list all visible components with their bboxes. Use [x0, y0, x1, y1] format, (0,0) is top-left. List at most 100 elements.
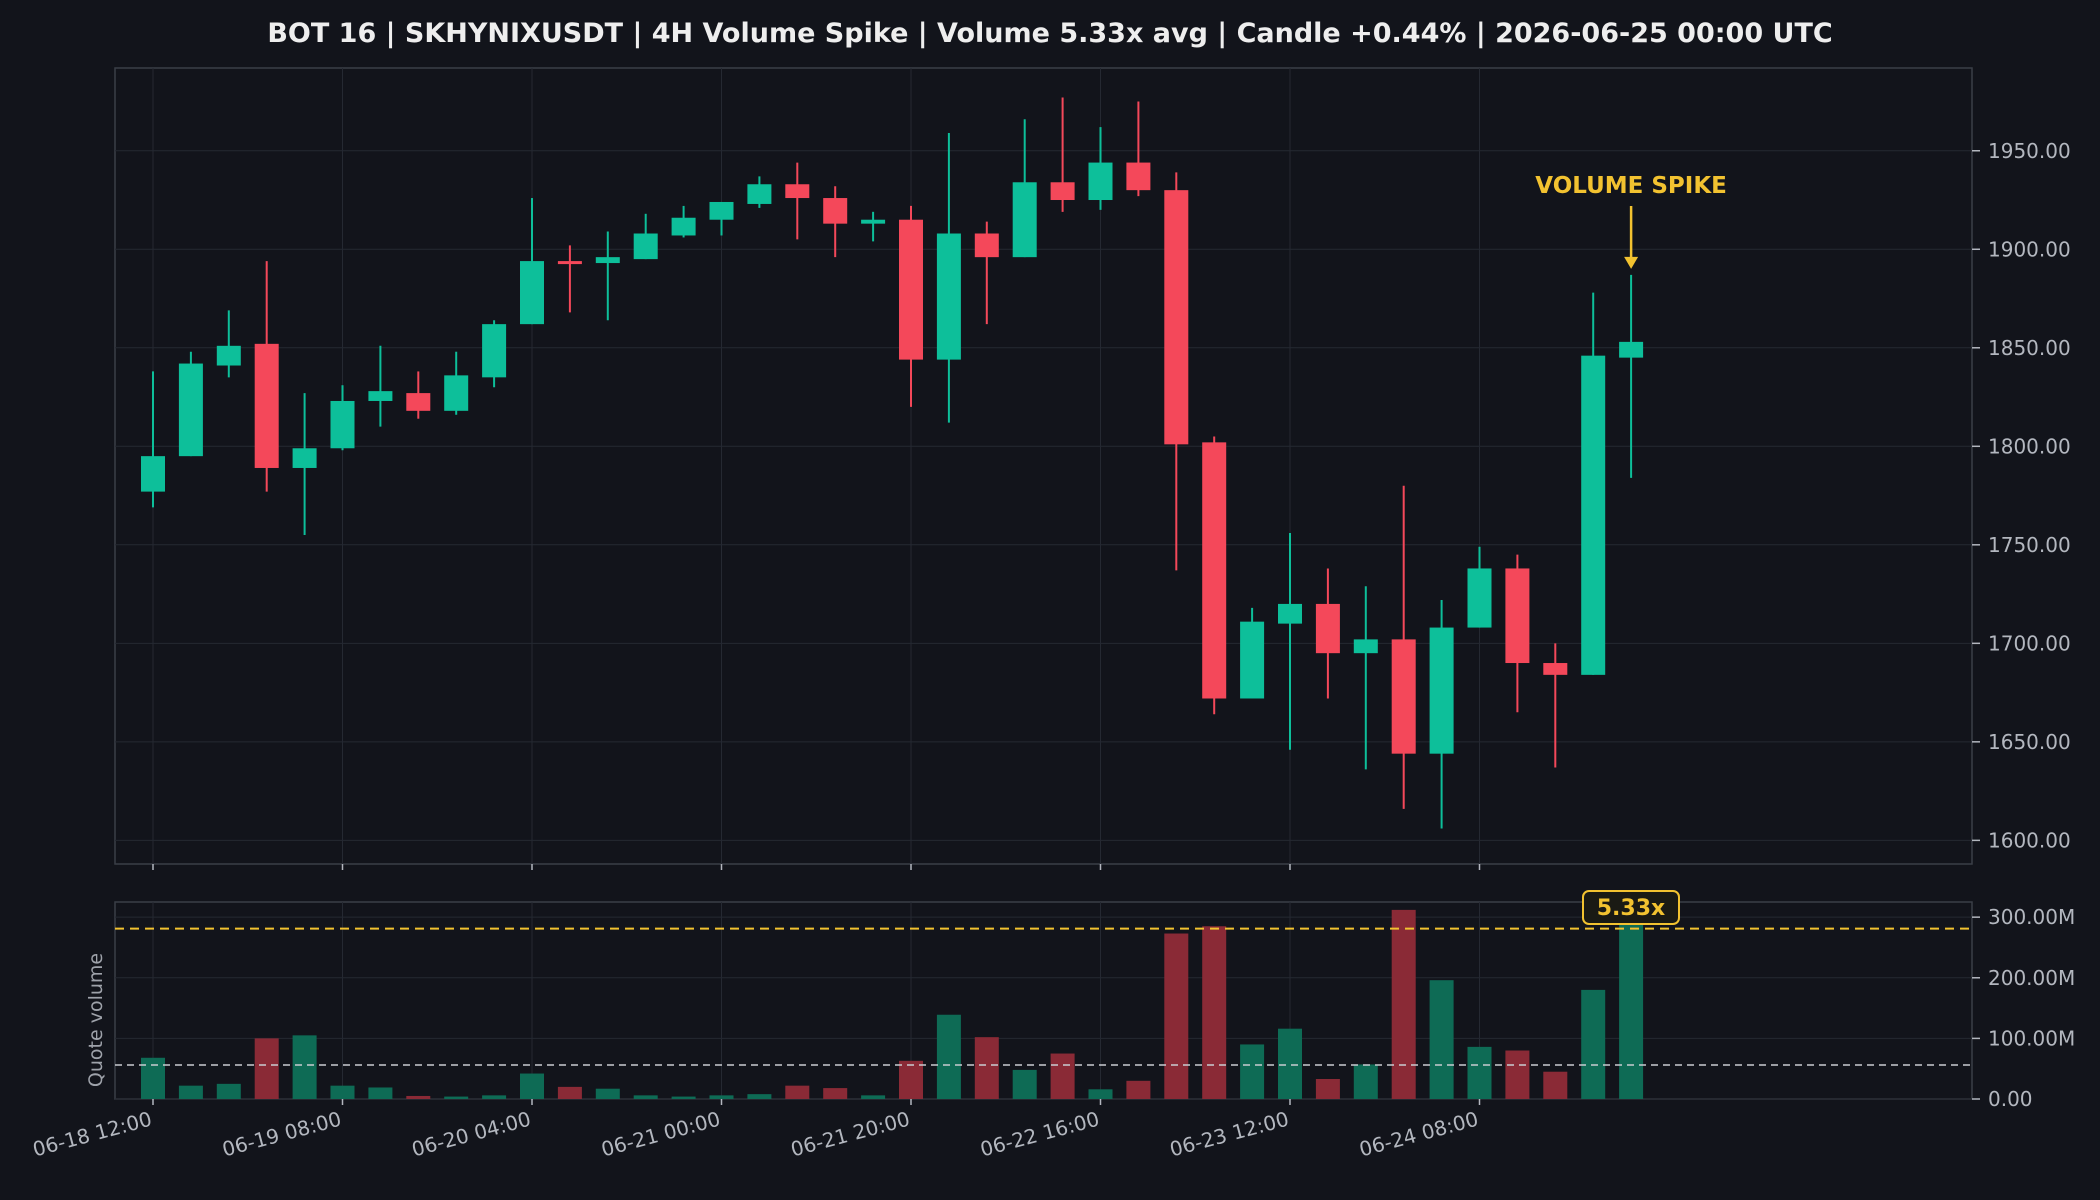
volume-panel: 0.00 100.00M 200.00M 300.00M 5.33x — [114, 890, 2075, 1111]
candle — [141, 371, 165, 508]
volume-bar — [936, 1014, 961, 1099]
candle-body — [1619, 341, 1644, 358]
candle-body — [557, 261, 582, 265]
candle — [633, 213, 658, 260]
candle — [444, 351, 469, 415]
volume-tick-label: 100.00M — [1988, 1026, 2075, 1050]
x-tick-label: 06-24 08:00 — [1357, 1107, 1481, 1162]
volume-ratio-badge: 5.33x — [1582, 890, 1680, 925]
x-tick-label: 06-21 00:00 — [599, 1107, 723, 1162]
candle — [823, 186, 848, 258]
volume-bar — [974, 1037, 999, 1099]
volume-bar — [1429, 980, 1454, 1099]
volume-spike-annotation: VOLUME SPIKE — [1535, 173, 1727, 269]
volume-bar — [444, 1096, 469, 1099]
candle-body — [1164, 190, 1189, 445]
candle — [1581, 292, 1606, 675]
badge-label: 5.33x — [1597, 896, 1665, 921]
candle — [671, 205, 696, 238]
candle — [936, 133, 961, 423]
candle — [1126, 101, 1151, 197]
candle — [557, 245, 582, 313]
candle-body — [671, 217, 696, 236]
volume-bar — [709, 1095, 734, 1099]
candle-body — [178, 363, 203, 457]
volume-bar — [292, 1035, 317, 1099]
candle-body — [823, 198, 848, 224]
candle — [292, 393, 317, 535]
candle-body — [595, 257, 620, 264]
volume-bar — [406, 1095, 431, 1099]
candle-body — [709, 201, 734, 220]
candle — [1278, 532, 1302, 750]
candle — [1505, 554, 1530, 713]
candle — [520, 198, 544, 325]
candle-body — [482, 324, 507, 378]
volume-bar — [823, 1088, 848, 1099]
candle — [899, 205, 923, 407]
candle-body — [1467, 568, 1492, 628]
candle — [1012, 119, 1037, 258]
candle-body — [936, 233, 961, 360]
candle-body — [1240, 621, 1265, 699]
volume-bar — [633, 1095, 658, 1099]
volume-bar — [861, 1095, 886, 1099]
candle — [785, 162, 810, 240]
candle-body — [1278, 603, 1302, 624]
volume-bar — [330, 1085, 355, 1099]
volume-bar — [1240, 1044, 1265, 1099]
volume-bar — [747, 1094, 772, 1099]
x-tick-label: 06-18 12:00 — [30, 1107, 154, 1162]
volume-bar — [1088, 1089, 1113, 1099]
price-tick-label: 1700.00 — [1988, 631, 2071, 655]
candle — [1619, 274, 1644, 478]
candle-body — [254, 343, 279, 468]
volume-bar — [1505, 1050, 1530, 1099]
candle — [1353, 586, 1378, 770]
volume-bar — [1543, 1071, 1568, 1099]
candle — [330, 385, 355, 451]
candle — [1240, 607, 1265, 699]
price-tick-label: 1900.00 — [1988, 237, 2071, 261]
volume-bar — [1050, 1053, 1075, 1099]
candle — [974, 221, 999, 325]
volume-bar — [899, 1060, 923, 1099]
volume-bar — [785, 1085, 810, 1099]
price-tick-label: 1750.00 — [1988, 533, 2071, 557]
volume-bar — [1581, 989, 1606, 1099]
candle-body — [368, 391, 393, 401]
candle-body — [330, 400, 355, 449]
volume-tick-label: 300.00M — [1988, 905, 2075, 929]
candle-body — [899, 219, 923, 360]
volume-tick-label: 0.00 — [1988, 1087, 2033, 1111]
candle — [1164, 172, 1189, 571]
volume-bar — [1278, 1028, 1302, 1099]
candle — [747, 176, 772, 208]
annotation-arrow-head — [1624, 256, 1639, 269]
candle — [482, 320, 507, 388]
candle-body — [1429, 627, 1454, 754]
candle — [1202, 436, 1227, 715]
volume-bar — [1619, 920, 1644, 1099]
candle-body — [1391, 639, 1416, 754]
chart-title: BOT 16 | SKHYNIXUSDT | 4H Volume Spike |… — [267, 18, 1832, 49]
volume-bar — [1126, 1080, 1151, 1099]
candle — [861, 211, 886, 242]
candle — [1088, 127, 1113, 210]
candle-body — [1543, 663, 1568, 675]
candle — [368, 345, 393, 427]
price-tick-label: 1650.00 — [1988, 730, 2071, 754]
candle — [406, 371, 431, 419]
volume-bar — [595, 1088, 620, 1099]
volume-bar — [216, 1083, 241, 1099]
price-tick-label: 1600.00 — [1988, 828, 2071, 852]
candle — [216, 310, 241, 378]
volume-bar — [1164, 933, 1189, 1099]
candle — [709, 201, 734, 236]
price-tick-label: 1800.00 — [1988, 434, 2071, 458]
price-panel-frame — [114, 67, 1973, 865]
candle-body — [141, 456, 165, 492]
candle-body — [785, 184, 810, 199]
volume-bar — [178, 1085, 203, 1099]
volume-panel-frame — [114, 901, 1973, 1100]
